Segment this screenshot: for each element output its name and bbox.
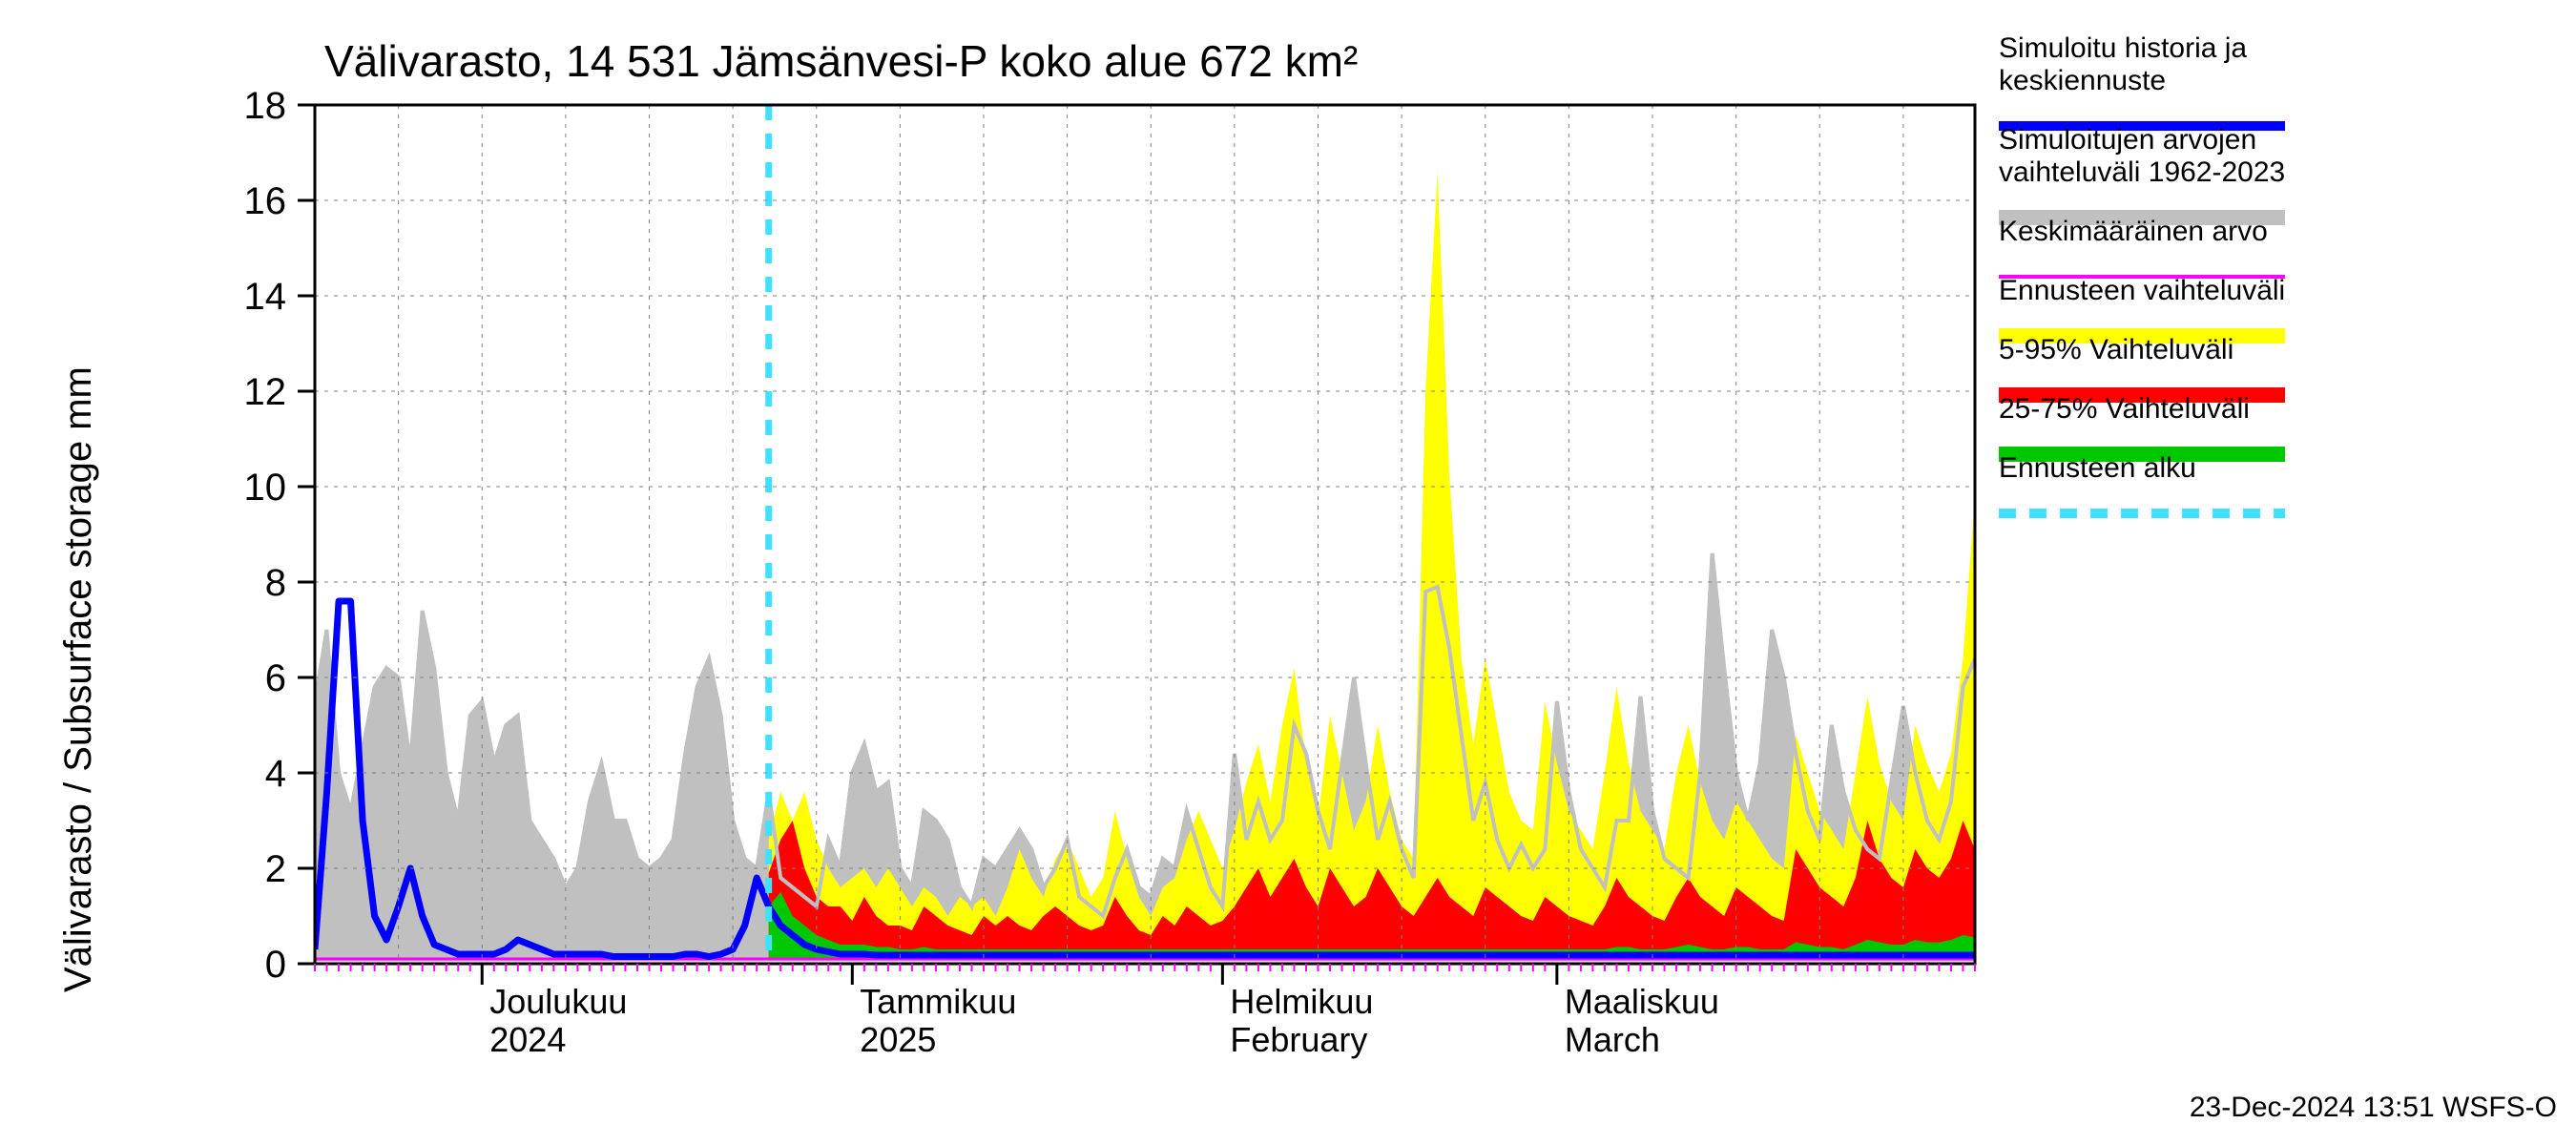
y-tick-label: 6 bbox=[265, 657, 286, 699]
legend-label: 5-95% Vaihteluväli bbox=[1999, 334, 2233, 365]
legend-label: keskiennuste bbox=[1999, 65, 2166, 96]
x-tick-label-bottom: 2024 bbox=[489, 1020, 566, 1059]
y-axis-label: Välivarasto / Subsurface storage mm bbox=[57, 366, 100, 992]
x-tick-label-bottom: February bbox=[1230, 1020, 1367, 1059]
y-tick-label: 0 bbox=[265, 944, 286, 986]
y-tick-label: 4 bbox=[265, 753, 286, 795]
chart-title: Välivarasto, 14 531 Jämsänvesi-P koko al… bbox=[324, 36, 1358, 86]
x-tick-label-top: Helmikuu bbox=[1230, 982, 1373, 1021]
chart-svg: 0 2 4 6 8 10 12 14 16 18 Joulukuu2024 Tammikuu2025 H… bbox=[0, 0, 2576, 1145]
legend-label: Ennusteen vaihteluväli bbox=[1999, 275, 2285, 306]
legend-label: Simuloitujen arvojen bbox=[1999, 124, 2256, 156]
chart-container: Välivarasto / Subsurface storage mm 0 2 4 6… bbox=[0, 0, 2576, 1145]
x-tick-label-bottom: 2025 bbox=[860, 1020, 936, 1059]
legend-label: vaihteluväli 1962-2023 bbox=[1999, 156, 2285, 188]
x-tick-label-top: Maaliskuu bbox=[1565, 982, 1719, 1021]
legend-label: Keskimääräinen arvo bbox=[1999, 216, 2268, 247]
legend-label: Ennusteen alku bbox=[1999, 452, 2196, 484]
legend-label: Simuloitu historia ja bbox=[1999, 32, 2247, 64]
x-tick-label-top: Joulukuu bbox=[489, 982, 627, 1021]
footer-timestamp: 23-Dec-2024 13:51 WSFS-O bbox=[2190, 1092, 2557, 1123]
x-tick-label-bottom: March bbox=[1565, 1020, 1660, 1059]
x-tick-label-top: Tammikuu bbox=[860, 982, 1016, 1021]
y-tick-label: 12 bbox=[244, 371, 287, 413]
legend-label: 25-75% Vaihteluväli bbox=[1999, 393, 2250, 425]
y-tick-label: 10 bbox=[244, 467, 287, 509]
y-tick-label: 16 bbox=[244, 180, 287, 222]
y-tick-label: 8 bbox=[265, 562, 286, 604]
y-tick-label: 18 bbox=[244, 85, 287, 127]
y-tick-label: 2 bbox=[265, 848, 286, 890]
y-tick-label: 14 bbox=[244, 276, 287, 318]
